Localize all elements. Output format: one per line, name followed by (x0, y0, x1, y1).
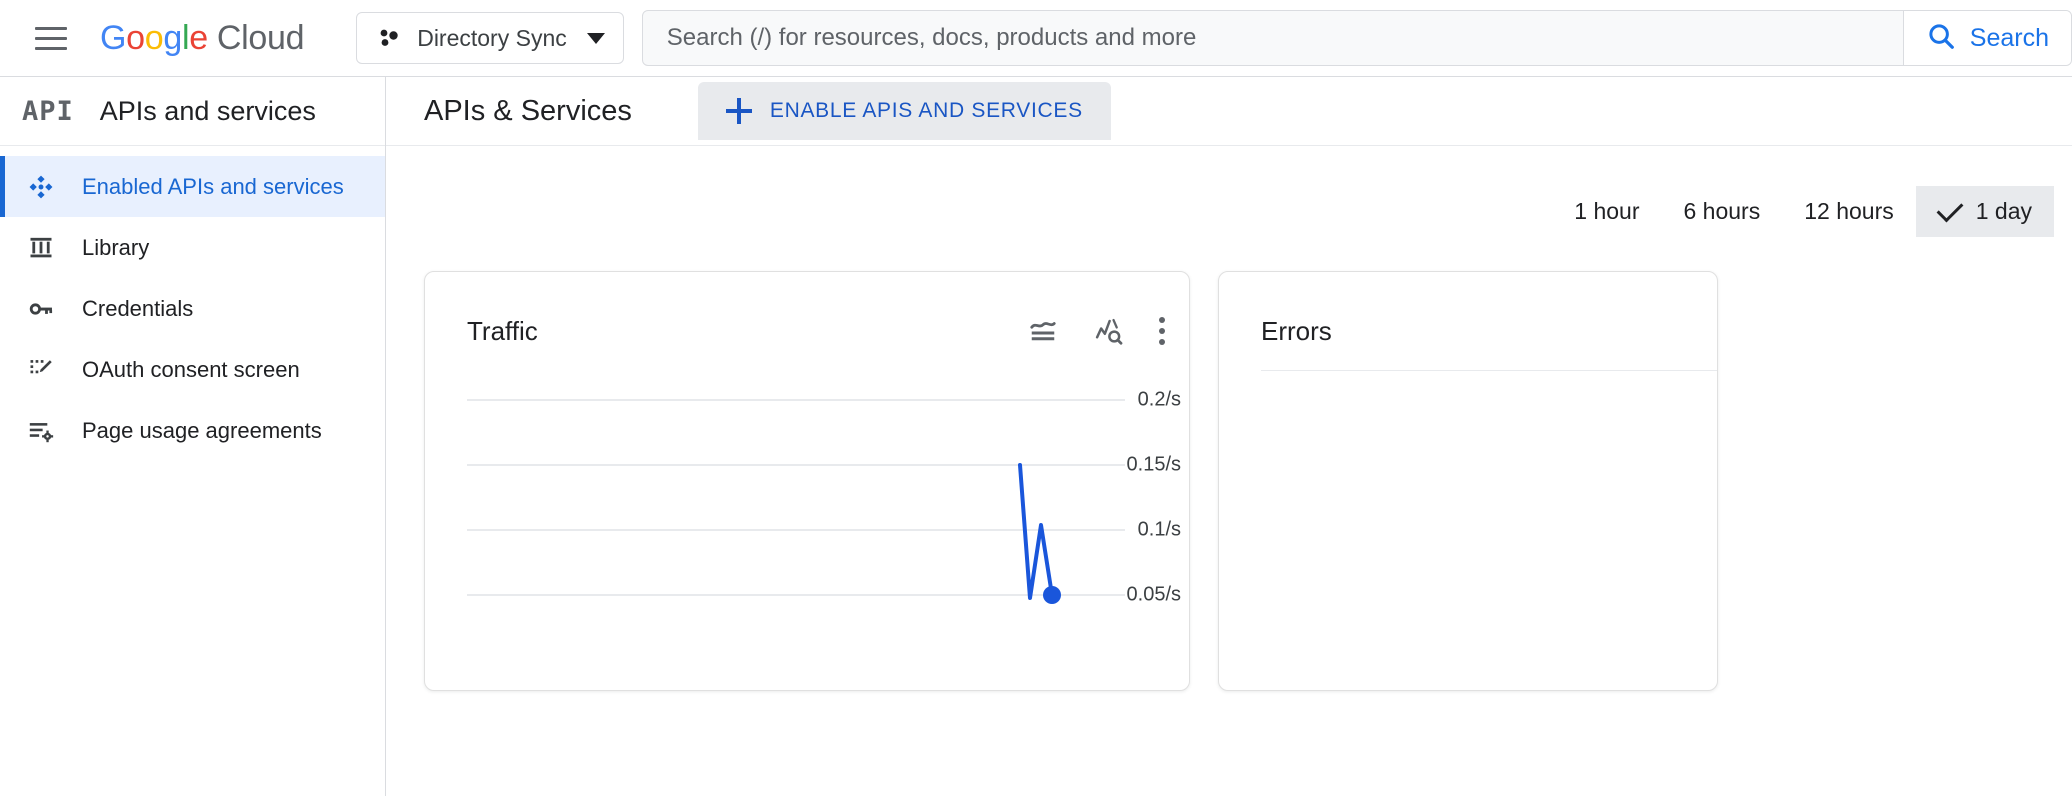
sidebar-item-page-usage-agreements[interactable]: Page usage agreements (0, 400, 385, 461)
errors-chart (1219, 358, 1717, 668)
logo-word-cloud: Cloud (216, 19, 305, 57)
check-icon (1936, 195, 1964, 222)
enable-apis-and-services-button[interactable]: ENABLE APIS AND SERVICES (697, 82, 1111, 140)
search-button-label: Search (1969, 23, 2049, 52)
google-cloud-logo: Google Cloud (100, 19, 305, 57)
top-header-bar: Google Cloud Directory Sync Search (0, 0, 2072, 77)
time-range-label: 1 day (1975, 198, 2032, 224)
errors-card-header: Errors (1219, 272, 1717, 358)
traffic-card: Traffic (424, 271, 1190, 691)
time-range-label: 1 hour (1574, 198, 1640, 224)
body-area: API APIs and services Enab (0, 77, 2072, 796)
global-search-bar[interactable]: Search (641, 10, 2072, 66)
main-content: APIs & Services ENABLE APIS AND SERVICES… (386, 77, 2072, 796)
sidebar: API APIs and services Enab (0, 77, 386, 796)
enable-button-label: ENABLE APIS AND SERVICES (769, 99, 1083, 122)
logo-letter-o2: o (144, 19, 164, 57)
traffic-last-point-marker (1043, 586, 1061, 604)
traffic-card-title: Traffic (467, 315, 538, 346)
sidebar-item-library[interactable]: Library (0, 217, 385, 278)
plus-icon (725, 98, 752, 124)
time-range-1-hour[interactable]: 1 hour (1552, 186, 1661, 237)
errors-card-title: Errors (1261, 315, 1332, 346)
traffic-card-actions (1027, 315, 1165, 347)
y-axis-tick: 0.2/s (1137, 388, 1181, 411)
sidebar-header: API APIs and services (0, 77, 385, 146)
stacked-area-toggle-icon[interactable] (1027, 315, 1059, 347)
dashboard-cards: Traffic (386, 237, 2072, 691)
time-range-12-hours[interactable]: 12 hours (1782, 186, 1916, 237)
time-range-6-hours[interactable]: 6 hours (1662, 186, 1783, 237)
chart-explore-icon[interactable] (1093, 315, 1125, 347)
logo-letter-e: e (189, 19, 208, 57)
time-range-label: 12 hours (1804, 198, 1894, 224)
page-title: APIs & Services (424, 94, 632, 127)
sidebar-item-oauth-consent-screen[interactable]: OAuth consent screen (0, 339, 385, 400)
y-axis-tick: 0.15/s (1126, 453, 1181, 476)
main-header: APIs & Services ENABLE APIS AND SERVICES (386, 77, 2072, 146)
hamburger-menu-icon[interactable] (27, 14, 75, 62)
sidebar-nav-list: Enabled APIs and services Library (0, 146, 385, 461)
project-name: Directory Sync (417, 24, 567, 51)
page-usage-agreements-icon (26, 416, 56, 446)
sidebar-item-label: Enabled APIs and services (82, 173, 344, 199)
oauth-consent-icon (26, 355, 56, 385)
sidebar-item-label: Library (82, 234, 150, 260)
logo-letter-o1: o (126, 19, 145, 57)
time-range-label: 6 hours (1683, 198, 1761, 224)
sidebar-item-label: Page usage agreements (82, 417, 322, 443)
time-range-1-day[interactable]: 1 day (1915, 186, 2054, 237)
logo-letter-g2: g (163, 19, 182, 57)
search-icon (1926, 21, 1956, 56)
traffic-chart: 0.2/s 0.15/s 0.1/s 0.05/s (425, 358, 1189, 668)
project-selector[interactable]: Directory Sync (356, 12, 624, 64)
sidebar-item-enabled-apis[interactable]: Enabled APIs and services (0, 156, 385, 217)
api-logo: API (22, 95, 74, 127)
sidebar-item-label: Credentials (82, 295, 194, 321)
project-scope-icon (377, 26, 401, 50)
y-axis-tick: 0.1/s (1137, 518, 1181, 541)
sidebar-item-credentials[interactable]: Credentials (0, 278, 385, 339)
traffic-card-header: Traffic (425, 272, 1189, 358)
sidebar-title: APIs and services (99, 95, 316, 126)
traffic-series-line (1018, 463, 1054, 600)
traffic-chart-svg (467, 399, 1125, 604)
chevron-down-icon (586, 32, 605, 44)
logo-letter-g: G (100, 19, 127, 57)
dashboard-diamond-icon (26, 172, 56, 202)
more-options-icon[interactable] (1159, 317, 1165, 345)
time-range-selector: 1 hour 6 hours 12 hours 1 day (386, 186, 2072, 237)
library-icon (26, 233, 56, 263)
key-icon (26, 294, 56, 324)
y-axis-tick: 0.05/s (1126, 583, 1181, 606)
errors-card: Errors (1218, 271, 1718, 691)
search-input[interactable] (642, 11, 1903, 65)
errors-divider (1261, 370, 1717, 371)
logo-letter-l: l (181, 19, 190, 57)
sidebar-item-label: OAuth consent screen (82, 356, 300, 382)
search-submit-button[interactable]: Search (1902, 11, 2071, 65)
